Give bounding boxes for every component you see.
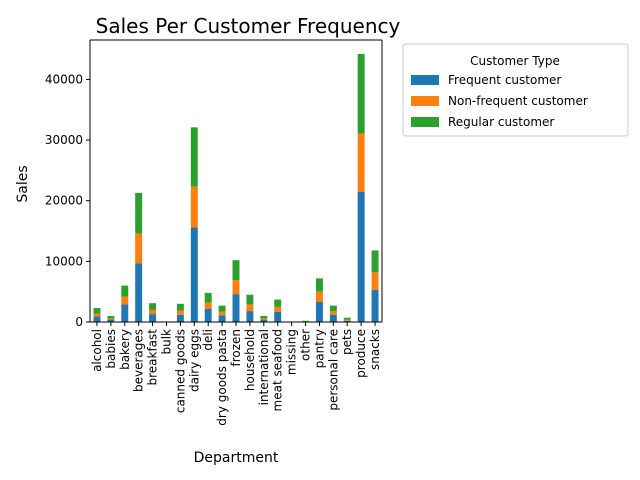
- x-tick-label: meat seafood: [271, 329, 285, 411]
- bar-segment-deli-1: [204, 302, 212, 309]
- chart-title: Sales Per Customer Frequency: [96, 14, 401, 38]
- bar-segment-dairy-eggs-1: [190, 186, 198, 228]
- x-tick-label: dairy eggs: [187, 329, 201, 392]
- bar-segment-international-0: [260, 319, 268, 322]
- bar-segment-pets-2: [343, 317, 351, 320]
- bar-segment-pantry-1: [315, 291, 323, 302]
- x-tick-label: bakery: [118, 329, 132, 370]
- x-tick-label: pets: [340, 329, 354, 355]
- legend-label: Frequent customer: [448, 73, 561, 87]
- bars-layer: [93, 53, 379, 322]
- bar-segment-pantry-0: [315, 301, 323, 322]
- bar-segment-canned-goods-1: [176, 310, 184, 315]
- bar-segment-snacks-2: [371, 250, 379, 273]
- bar-segment-dry-goods-pasta-2: [218, 305, 226, 312]
- x-tick-label: personal care: [326, 329, 340, 411]
- legend-label: Regular customer: [448, 115, 554, 129]
- bar-segment-meat-seafood-2: [274, 299, 282, 307]
- bar-segment-personal-care-0: [329, 314, 337, 322]
- x-tick-label: canned goods: [173, 329, 187, 413]
- bar-segment-produce-2: [357, 53, 365, 134]
- bar-segment-frozen-0: [232, 294, 240, 322]
- x-tick-label: dry goods pasta: [215, 329, 229, 426]
- bar-segment-household-1: [246, 304, 254, 312]
- bar-segment-other-2: [302, 320, 309, 322]
- legend-frame: [402, 43, 629, 137]
- legend-swatch: [411, 96, 439, 106]
- x-tick-label: missing: [285, 329, 299, 375]
- x-tick-label: snacks: [368, 329, 382, 370]
- bar-segment-dairy-eggs-0: [190, 227, 198, 322]
- bar-segment-breakfast-2: [149, 303, 157, 310]
- legend: Customer Type Frequent customer Non-frequ…: [402, 43, 629, 137]
- bar-segment-household-2: [246, 294, 254, 305]
- bar-segment-personal-care-1: [329, 311, 337, 315]
- bar-segment-personal-care-2: [329, 305, 337, 312]
- bar-segment-international-1: [260, 318, 268, 320]
- bar-segment-beverages-1: [135, 233, 143, 264]
- axes-layer: 0 10000 20000 30000 40000 alcohol babies bakery…: [45, 39, 383, 426]
- bar-segment-meat-seafood-0: [274, 311, 282, 322]
- y-tick-label: 40000: [45, 72, 83, 86]
- y-tick-label: 0: [75, 315, 83, 329]
- x-axis-label: Department: [194, 450, 279, 466]
- legend-label: Non-frequent customer: [448, 94, 588, 108]
- bar-segment-alcohol-0: [93, 316, 101, 322]
- bar-segment-canned-goods-2: [176, 303, 184, 311]
- bar-segment-snacks-1: [371, 272, 379, 290]
- x-tick-label: frozen: [229, 329, 243, 367]
- bar-segment-bakery-2: [121, 285, 129, 297]
- bar-segment-pets-1: [343, 319, 351, 321]
- bar-segment-breakfast-0: [149, 314, 157, 322]
- bar-segment-babies-1: [107, 318, 115, 320]
- bar-segment-deli-0: [204, 308, 212, 322]
- bar-segment-babies-0: [107, 319, 115, 322]
- x-tick-label: bulk: [159, 329, 173, 355]
- x-tick-label: breakfast: [146, 329, 160, 386]
- x-tick-label: babies: [104, 329, 118, 369]
- x-tick-label: international: [257, 329, 271, 405]
- x-tick-label: deli: [201, 329, 215, 351]
- bar-segment-alcohol-1: [93, 313, 101, 317]
- bar-segment-breakfast-1: [149, 309, 157, 315]
- legend-items: Frequent customer Non-frequent customer Re…: [411, 73, 588, 129]
- bar-segment-deli-2: [204, 292, 212, 303]
- bar-segment-dairy-eggs-2: [190, 127, 198, 187]
- y-axis-label: Sales: [15, 165, 31, 202]
- x-tick-label: household: [243, 329, 257, 391]
- y-tick-label: 30000: [45, 133, 83, 147]
- y-tick-label: 20000: [45, 194, 83, 208]
- legend-title: Customer Type: [470, 54, 560, 68]
- bar-segment-bakery-1: [121, 296, 129, 305]
- bar-segment-produce-0: [357, 191, 365, 322]
- bar-segment-frozen-1: [232, 280, 240, 295]
- x-tick-label: pantry: [312, 329, 326, 368]
- bar-segment-beverages-2: [135, 192, 143, 234]
- bar-segment-canned-goods-0: [176, 314, 184, 322]
- bar-segment-meat-seafood-1: [274, 306, 282, 312]
- bar-segment-beverages-0: [135, 263, 143, 322]
- legend-swatch: [411, 117, 439, 127]
- bar-segment-alcohol-2: [93, 308, 101, 314]
- bar-segment-pets-0: [343, 320, 351, 322]
- bar-segment-bakery-0: [121, 304, 129, 322]
- y-tick-label: 10000: [45, 254, 83, 268]
- legend-swatch: [411, 75, 439, 85]
- bar-segment-produce-1: [357, 133, 365, 192]
- bar-segment-frozen-2: [232, 260, 240, 281]
- x-tick-label: produce: [354, 329, 368, 378]
- bar-segment-international-2: [260, 315, 268, 319]
- bar-segment-dry-goods-pasta-0: [218, 315, 226, 322]
- x-tick-label: other: [299, 329, 313, 361]
- bar-segment-snacks-0: [371, 289, 379, 322]
- bar-segment-pantry-2: [315, 278, 323, 292]
- bar-segment-babies-2: [107, 315, 115, 319]
- x-tick-label: alcohol: [90, 329, 104, 372]
- bar-segment-dry-goods-pasta-1: [218, 311, 226, 316]
- x-tick-label: beverages: [132, 329, 146, 392]
- bar-segment-household-0: [246, 311, 254, 322]
